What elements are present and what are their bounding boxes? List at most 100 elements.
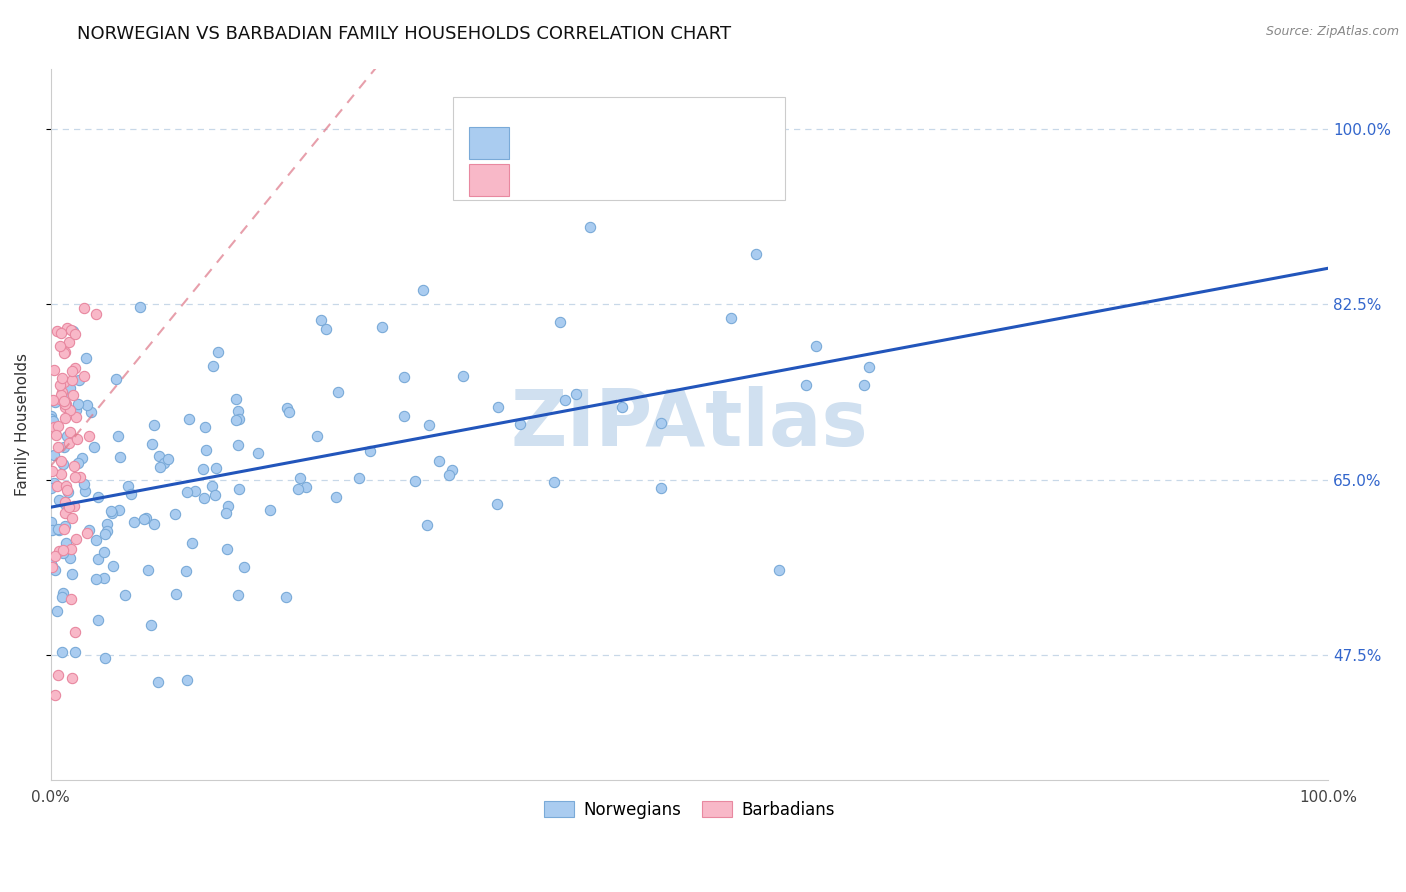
Point [418,418,440,433]
Point [53,507,76,521]
Point [176,484,198,499]
Point [100,504,122,518]
Point [139,618,162,632]
Point [276,401,298,415]
Point [39,481,62,495]
Point [49,326,72,341]
Point [45,427,67,442]
Point [58,500,80,514]
Point [274,590,297,604]
Point [46,418,69,433]
Point [60,363,83,377]
Point [94,527,117,541]
Point [46,522,69,536]
Point [96,516,118,531]
Point [63,624,86,639]
Point [650,481,672,495]
Point [122,515,145,529]
Point [56,484,79,499]
Point [108,503,131,517]
Point [852,378,875,392]
Point [75,351,97,365]
Point [44,549,66,563]
Point [52,585,75,599]
Point [194,419,217,434]
Point [217,542,239,557]
Point [277,405,299,419]
Point [51,590,73,604]
Point [83,440,105,454]
Point [59,542,82,557]
Point [117,479,139,493]
Point [247,446,270,460]
Point [53,346,76,360]
Point [156,452,179,467]
Point [174,565,197,579]
Point [63,327,86,342]
Point [143,516,166,531]
Point [359,443,381,458]
Point [201,479,224,493]
Point [60,323,83,337]
Point [45,604,67,618]
Point [163,507,186,521]
Point [56,428,79,442]
Point [84,572,107,586]
Point [51,384,73,399]
Point [305,429,328,443]
Point [44,563,66,577]
Point [427,454,450,468]
Point [80,404,103,418]
Point [87,551,110,566]
Point [142,417,165,432]
Point [58,381,80,395]
Point [66,397,89,411]
Point [41,558,63,573]
Point [228,412,250,426]
Point [194,443,217,458]
Point [180,536,202,550]
Point [325,491,347,505]
Point [228,482,250,496]
Point [207,344,229,359]
Point [94,650,117,665]
FancyBboxPatch shape [468,128,509,160]
Point [48,492,70,507]
FancyBboxPatch shape [453,97,786,200]
Point [42,393,65,408]
Point [48,392,70,407]
Point [439,467,461,482]
Point [39,409,62,423]
Point [60,566,83,581]
Point [39,415,62,429]
Point [48,523,70,537]
Point [165,587,187,601]
Text: NORWEGIAN VS BARBADIAN FAMILY HOUSEHOLDS CORRELATION CHART: NORWEGIAN VS BARBADIAN FAMILY HOUSEHOLDS… [77,25,731,43]
Text: R = 0.078   N =  65: R = 0.078 N = 65 [524,170,700,188]
Point [55,397,77,411]
Point [226,404,249,418]
Point [288,471,311,485]
Point [63,470,86,484]
Point [153,456,176,470]
Point [41,560,63,574]
Text: Source: ZipAtlas.com: Source: ZipAtlas.com [1265,25,1399,38]
Point [53,400,76,414]
Point [745,247,768,261]
Point [46,440,69,454]
Point [93,544,115,558]
Point [204,488,226,502]
Point [42,420,65,434]
Point [49,339,72,353]
Point [60,373,83,387]
Point [53,397,76,411]
FancyBboxPatch shape [468,163,509,195]
Point [93,571,115,585]
Point [51,371,73,385]
Point [65,409,87,424]
Point [75,483,97,498]
Point [41,552,63,566]
Point [108,450,131,464]
Point [53,410,76,425]
Point [486,400,509,414]
